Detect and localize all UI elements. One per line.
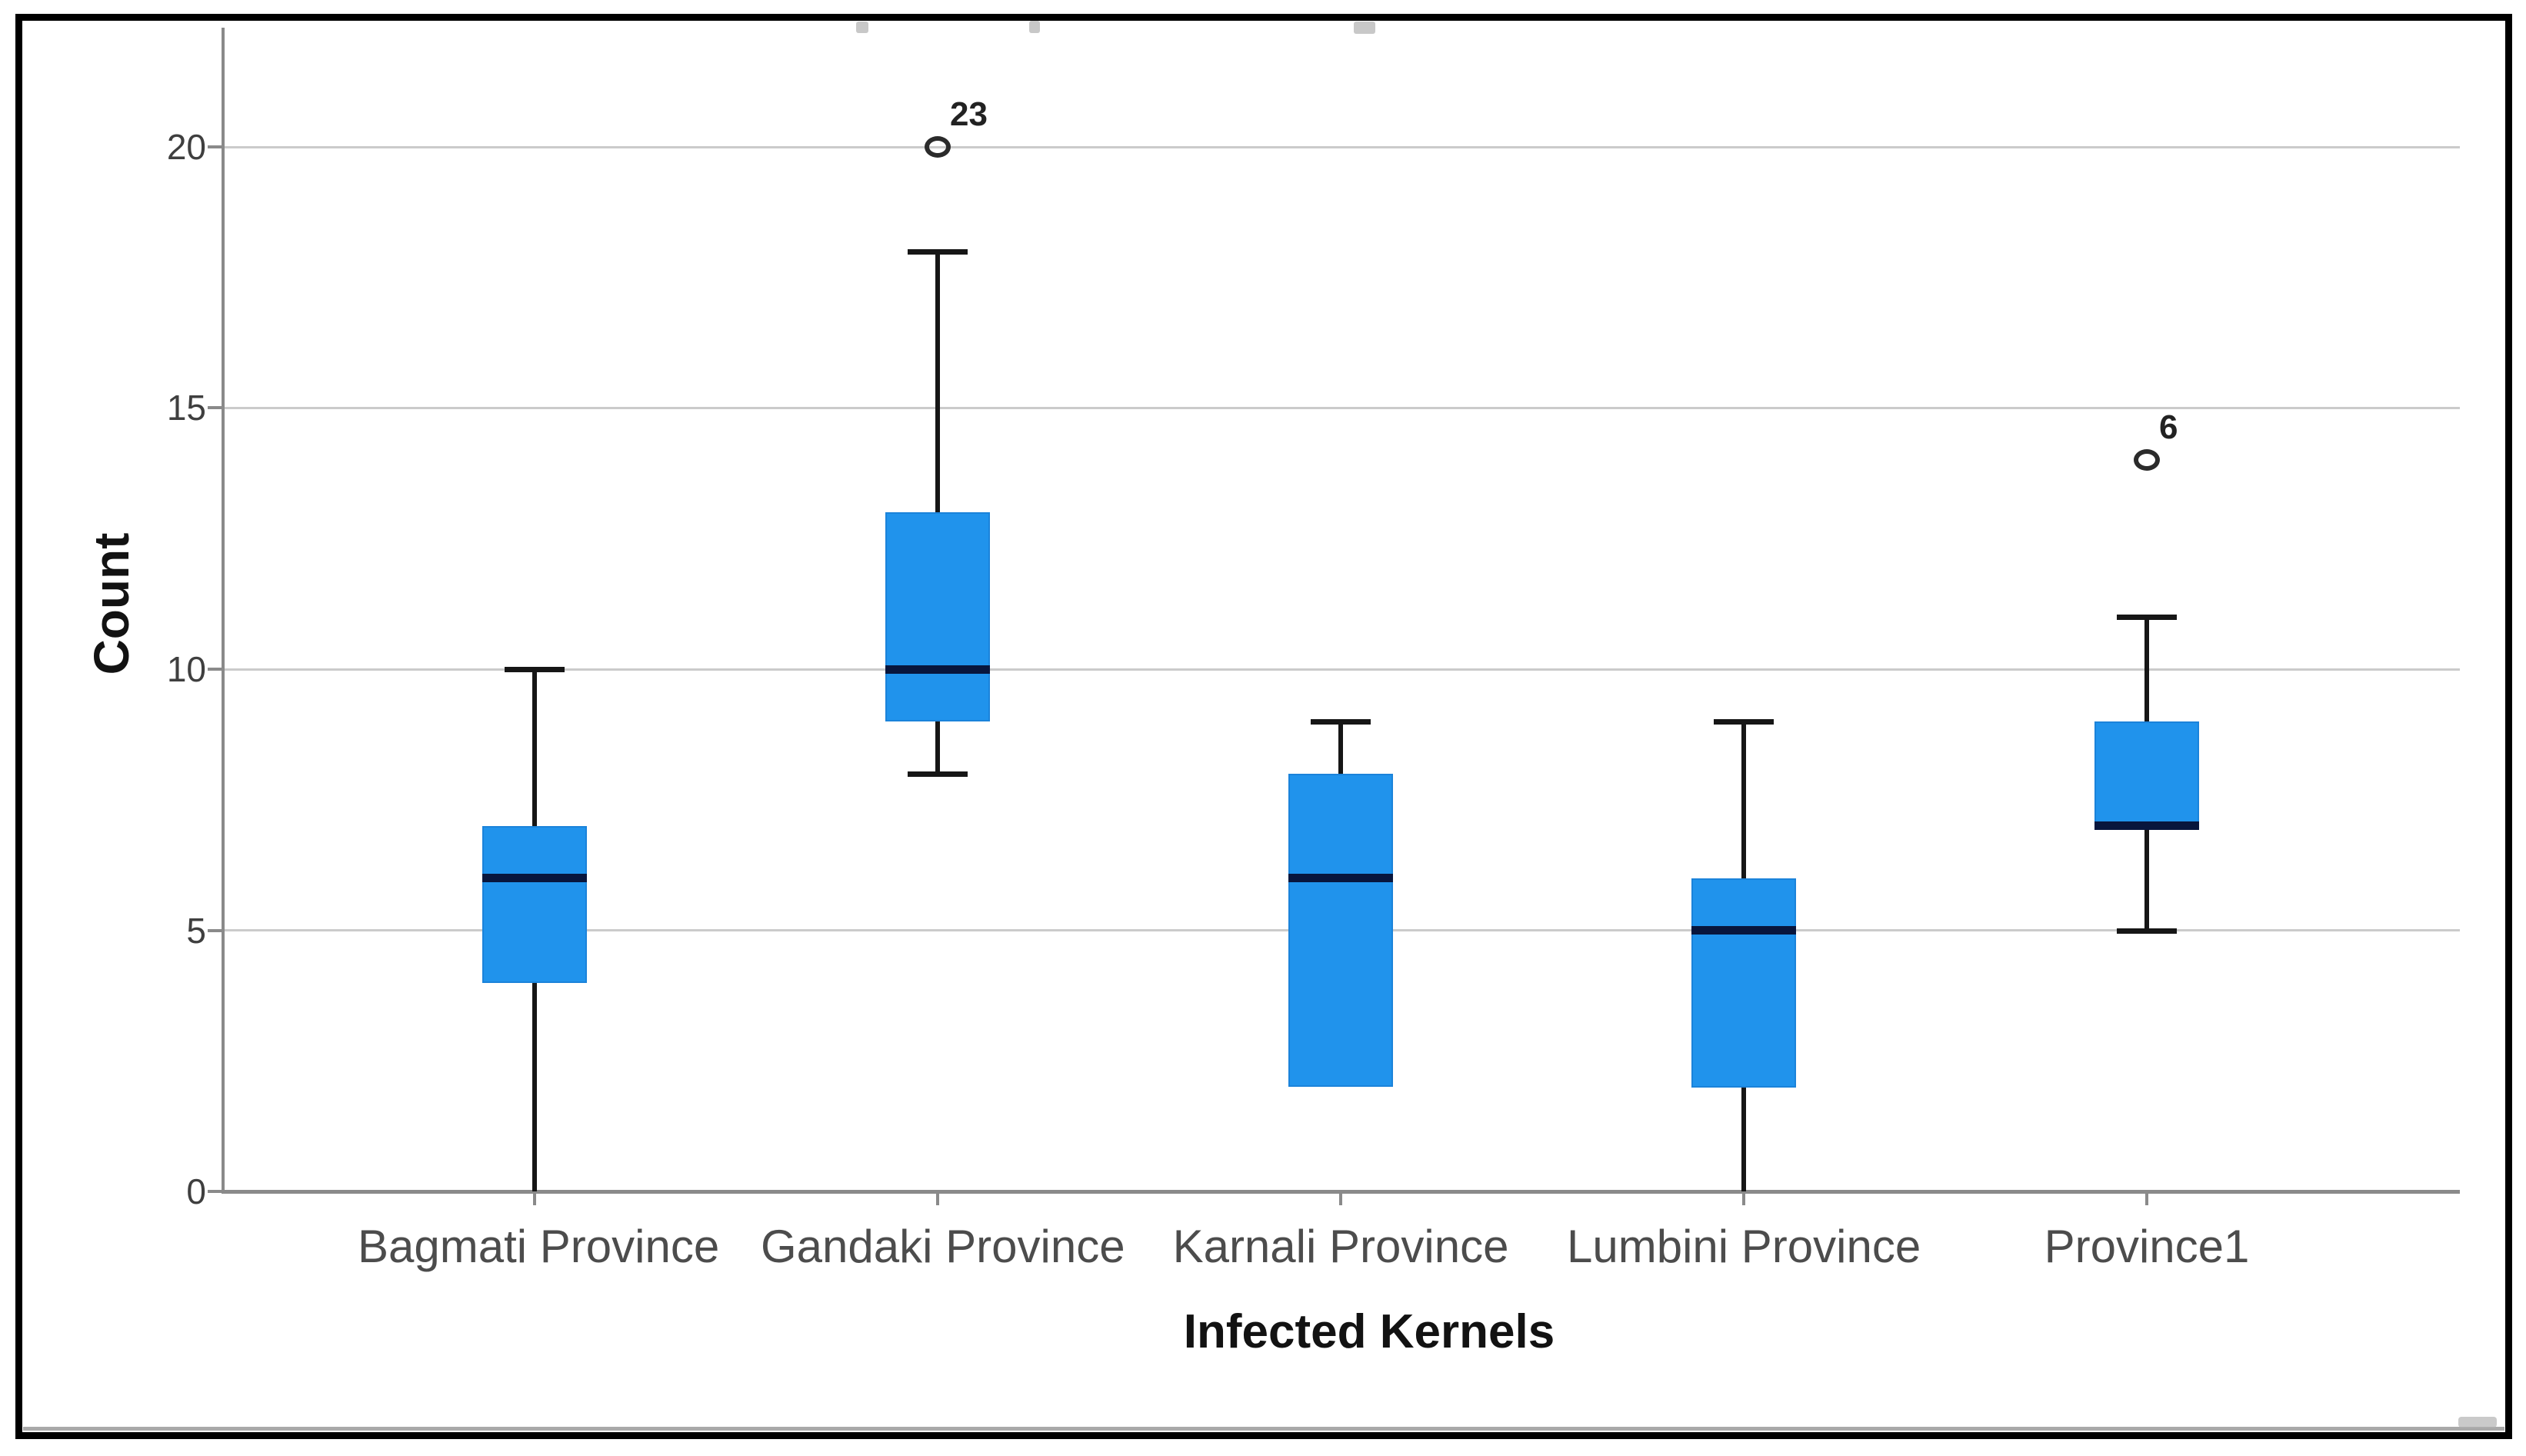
x-tick-mark [1339, 1194, 1342, 1205]
box-karnali-province [1288, 774, 1393, 1087]
y-tick-mark-10 [208, 668, 222, 671]
median-line [1288, 874, 1393, 882]
x-category-label-4: Lumbini Province [1567, 1221, 1921, 1272]
x-axis-title: Infected Kernels [1183, 1305, 1555, 1358]
x-tick-mark [1742, 1194, 1745, 1205]
x-category-label-1: Bagmati Province [358, 1221, 720, 1272]
screenshot-edge-line [23, 1427, 2504, 1431]
median-line [2094, 821, 2199, 830]
outlier-circle [925, 136, 951, 158]
x-tick-mark [533, 1194, 536, 1205]
bottom-right-artifact [2458, 1417, 2497, 1428]
outlier-circle [2134, 449, 2160, 471]
gridline-y-20 [225, 146, 2460, 148]
median-line [1691, 926, 1796, 935]
x-category-label-5: Province1 [2044, 1221, 2250, 1272]
whisker-upper-cap [2117, 615, 2177, 620]
whisker-lower-stem [935, 721, 940, 774]
y-tick-label-0: 0 [186, 1171, 206, 1211]
y-tick-label-15: 15 [166, 388, 206, 428]
x-axis-line [222, 1190, 2460, 1194]
y-tick-mark-20 [208, 145, 222, 148]
whisker-upper-stem [1338, 721, 1343, 774]
whisker-upper-stem [935, 252, 940, 513]
box-bagmati-province [482, 826, 587, 983]
gridline-y-10 [225, 668, 2460, 671]
whisker-lower-stem [532, 982, 537, 1191]
y-tick-mark-5 [208, 929, 222, 932]
box-province1 [2094, 721, 2199, 826]
y-tick-label-5: 5 [186, 911, 206, 951]
cropped-title-remnant [1029, 21, 1040, 33]
x-tick-mark [2145, 1194, 2148, 1205]
gridline-y-15 [225, 407, 2460, 409]
median-line [885, 665, 990, 674]
whisker-lower-cap [2117, 928, 2177, 934]
x-tick-mark [936, 1194, 939, 1205]
cropped-title-remnant [856, 22, 868, 33]
whisker-upper-stem [2144, 617, 2149, 721]
box-gandaki-province [885, 512, 990, 721]
y-axis-title: Count [84, 532, 139, 675]
whisker-lower-stem [2144, 826, 2149, 931]
whisker-upper-cap [505, 667, 565, 672]
whisker-lower-stem [1741, 1087, 1746, 1191]
outlier-label: 6 [2159, 408, 2178, 446]
box-lumbini-province [1691, 878, 1796, 1088]
whisker-lower-cap [908, 771, 968, 777]
y-tick-mark-0 [208, 1190, 222, 1193]
whisker-upper-stem [1741, 721, 1746, 878]
y-tick-mark-15 [208, 406, 222, 409]
x-category-label-3: Karnali Province [1172, 1221, 1509, 1272]
outlier-label: 23 [950, 95, 988, 133]
whisker-upper-stem [532, 669, 537, 826]
cropped-title-remnant [1354, 22, 1375, 34]
whisker-upper-cap [1714, 719, 1774, 725]
whisker-upper-cap [1311, 719, 1371, 725]
y-tick-label-20: 20 [166, 127, 206, 167]
y-tick-label-10: 10 [166, 649, 206, 689]
whisker-upper-cap [908, 249, 968, 255]
median-line [482, 874, 587, 882]
x-category-label-2: Gandaki Province [761, 1221, 1125, 1272]
y-axis-line [222, 28, 225, 1194]
